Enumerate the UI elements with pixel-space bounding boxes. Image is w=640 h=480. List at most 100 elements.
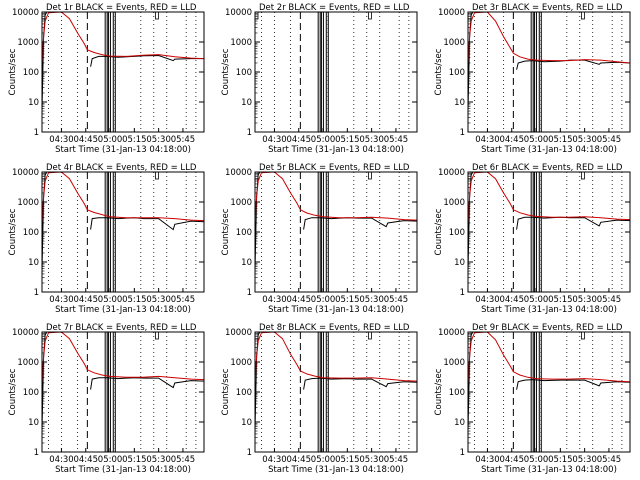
y-tick-label: 1 bbox=[247, 448, 252, 458]
detector-panel: Det 2r BLACK = Events, RED = LLD 1 10 100 10… bbox=[221, 3, 418, 155]
x-axis-label: Start Time (31-Jan-13 04:18:00) bbox=[55, 305, 191, 315]
y-tick-label: 1000 bbox=[443, 38, 465, 48]
x-tick-label: 05:45 bbox=[597, 295, 622, 305]
detector-panel: Det 5r BLACK = Events, RED = LLD 1 10 100 10… bbox=[221, 163, 418, 315]
gap-block bbox=[112, 331, 116, 453]
x-tick-label: 05:45 bbox=[384, 455, 409, 465]
x-tick-label: 05:30 bbox=[572, 135, 597, 145]
y-tick-label: 10000 bbox=[438, 328, 465, 338]
gap-block bbox=[538, 171, 542, 293]
x-tick-label: 05:00 bbox=[311, 295, 336, 305]
gap-block bbox=[107, 11, 111, 133]
flag-box bbox=[367, 331, 372, 340]
panel-title: Det 9r BLACK = Events, RED = LLD bbox=[472, 323, 623, 333]
y-tick-label: 1000 bbox=[17, 198, 39, 208]
y-tick-label: 10 bbox=[454, 258, 465, 268]
x-axis-label: Start Time (31-Jan-13 04:18:00) bbox=[268, 305, 404, 315]
y-tick-label: 10 bbox=[241, 98, 252, 108]
y-tick-label: 1000 bbox=[230, 198, 252, 208]
y-tick-label: 100 bbox=[449, 228, 465, 238]
gap-block bbox=[112, 11, 116, 133]
x-tick-label: 05:45 bbox=[171, 295, 196, 305]
gap-block bbox=[112, 171, 116, 293]
y-axis-label: Counts/sec bbox=[434, 208, 444, 255]
y-tick-label: 1000 bbox=[443, 198, 465, 208]
y-tick-label: 1 bbox=[34, 288, 39, 298]
x-axis-label: Start Time (31-Jan-13 04:18:00) bbox=[481, 145, 617, 155]
gap-block bbox=[107, 171, 111, 293]
x-tick-label: 04:30 bbox=[262, 455, 287, 465]
gap-block bbox=[317, 171, 321, 293]
x-axis-label: Start Time (31-Jan-13 04:18:00) bbox=[481, 465, 617, 475]
panel-title: Det 6r BLACK = Events, RED = LLD bbox=[472, 163, 623, 173]
gap-block bbox=[320, 11, 324, 133]
events-rate-line bbox=[467, 11, 631, 112]
panel-title: Det 2r BLACK = Events, RED = LLD bbox=[259, 3, 410, 13]
gap-block bbox=[530, 11, 534, 133]
y-tick-label: 100 bbox=[236, 228, 252, 238]
x-tick-label: 05:00 bbox=[98, 295, 123, 305]
gap-block bbox=[104, 171, 108, 293]
x-tick-label: 05:15 bbox=[122, 455, 147, 465]
y-tick-label: 10 bbox=[454, 98, 465, 108]
panel-title: Det 5r BLACK = Events, RED = LLD bbox=[259, 163, 410, 173]
x-tick-label: 05:15 bbox=[335, 455, 360, 465]
x-tick-label: 05:00 bbox=[524, 455, 549, 465]
events-rate-line bbox=[254, 331, 418, 432]
y-axis-label: Counts/sec bbox=[8, 208, 18, 255]
y-axis-label: Counts/sec bbox=[221, 208, 231, 255]
gap-block bbox=[533, 331, 537, 453]
gap-block bbox=[320, 331, 324, 453]
x-tick-label: 04:30 bbox=[49, 455, 74, 465]
panel-title: Det 7r BLACK = Events, RED = LLD bbox=[46, 323, 197, 333]
lld-rate-line bbox=[467, 11, 631, 64]
flag-box bbox=[154, 331, 159, 340]
y-tick-label: 1000 bbox=[443, 358, 465, 368]
y-tick-label: 1 bbox=[34, 128, 39, 138]
gap-block bbox=[533, 171, 537, 293]
y-tick-label: 100 bbox=[23, 228, 39, 238]
flag-box bbox=[580, 171, 585, 180]
x-tick-label: 05:30 bbox=[572, 295, 597, 305]
gap-block bbox=[104, 331, 108, 453]
events-rate-line bbox=[467, 331, 631, 432]
gap-block bbox=[530, 331, 534, 453]
x-tick-label: 05:30 bbox=[572, 455, 597, 465]
x-tick-label: 05:00 bbox=[311, 455, 336, 465]
x-tick-label: 05:30 bbox=[146, 135, 171, 145]
x-tick-label: 05:45 bbox=[171, 455, 196, 465]
x-tick-label: 04:45 bbox=[286, 295, 311, 305]
gap-block bbox=[533, 11, 537, 133]
x-tick-label: 04:45 bbox=[499, 135, 524, 145]
y-tick-label: 100 bbox=[23, 388, 39, 398]
y-axis-label: Counts/sec bbox=[434, 368, 444, 415]
gap-block bbox=[325, 11, 329, 133]
y-tick-label: 100 bbox=[449, 68, 465, 78]
x-tick-label: 05:30 bbox=[359, 455, 384, 465]
x-tick-label: 05:00 bbox=[524, 135, 549, 145]
x-tick-label: 05:00 bbox=[98, 135, 123, 145]
plot-frame bbox=[467, 171, 631, 293]
detector-panel: Det 6r BLACK = Events, RED = LLD 1 10 100 10… bbox=[434, 163, 631, 315]
x-axis-label: Start Time (31-Jan-13 04:18:00) bbox=[55, 145, 191, 155]
y-tick-label: 10000 bbox=[438, 8, 465, 18]
gap-block bbox=[317, 11, 321, 133]
x-tick-label: 05:00 bbox=[311, 135, 336, 145]
x-tick-label: 05:15 bbox=[548, 455, 573, 465]
y-tick-label: 100 bbox=[23, 68, 39, 78]
detector-panel: Det 3r BLACK = Events, RED = LLD 1 10 100 10… bbox=[434, 3, 631, 155]
x-axis-label: Start Time (31-Jan-13 04:18:00) bbox=[55, 465, 191, 475]
lld-rate-line bbox=[467, 331, 631, 384]
y-tick-label: 10000 bbox=[12, 328, 39, 338]
x-tick-label: 04:45 bbox=[286, 455, 311, 465]
flag-box bbox=[154, 171, 159, 180]
y-tick-label: 10 bbox=[28, 98, 39, 108]
detector-panel: Det 4r BLACK = Events, RED = LLD 1 10 100 10… bbox=[8, 163, 205, 315]
x-tick-label: 04:30 bbox=[49, 135, 74, 145]
events-rate-line bbox=[41, 11, 204, 112]
x-tick-label: 04:45 bbox=[73, 135, 98, 145]
y-tick-label: 100 bbox=[236, 388, 252, 398]
x-tick-label: 05:15 bbox=[335, 135, 360, 145]
events-rate-line bbox=[41, 331, 205, 432]
lld-rate-line bbox=[254, 331, 418, 384]
